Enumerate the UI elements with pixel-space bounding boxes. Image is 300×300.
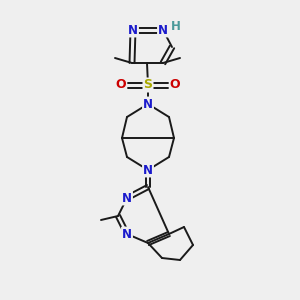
Text: H: H bbox=[171, 20, 181, 34]
Text: N: N bbox=[143, 164, 153, 176]
Text: O: O bbox=[170, 79, 180, 92]
Text: N: N bbox=[128, 23, 138, 37]
Text: O: O bbox=[116, 79, 126, 92]
Text: S: S bbox=[143, 79, 152, 92]
Text: N: N bbox=[143, 98, 153, 110]
Text: N: N bbox=[158, 23, 168, 37]
Text: N: N bbox=[122, 191, 132, 205]
Text: N: N bbox=[122, 227, 132, 241]
